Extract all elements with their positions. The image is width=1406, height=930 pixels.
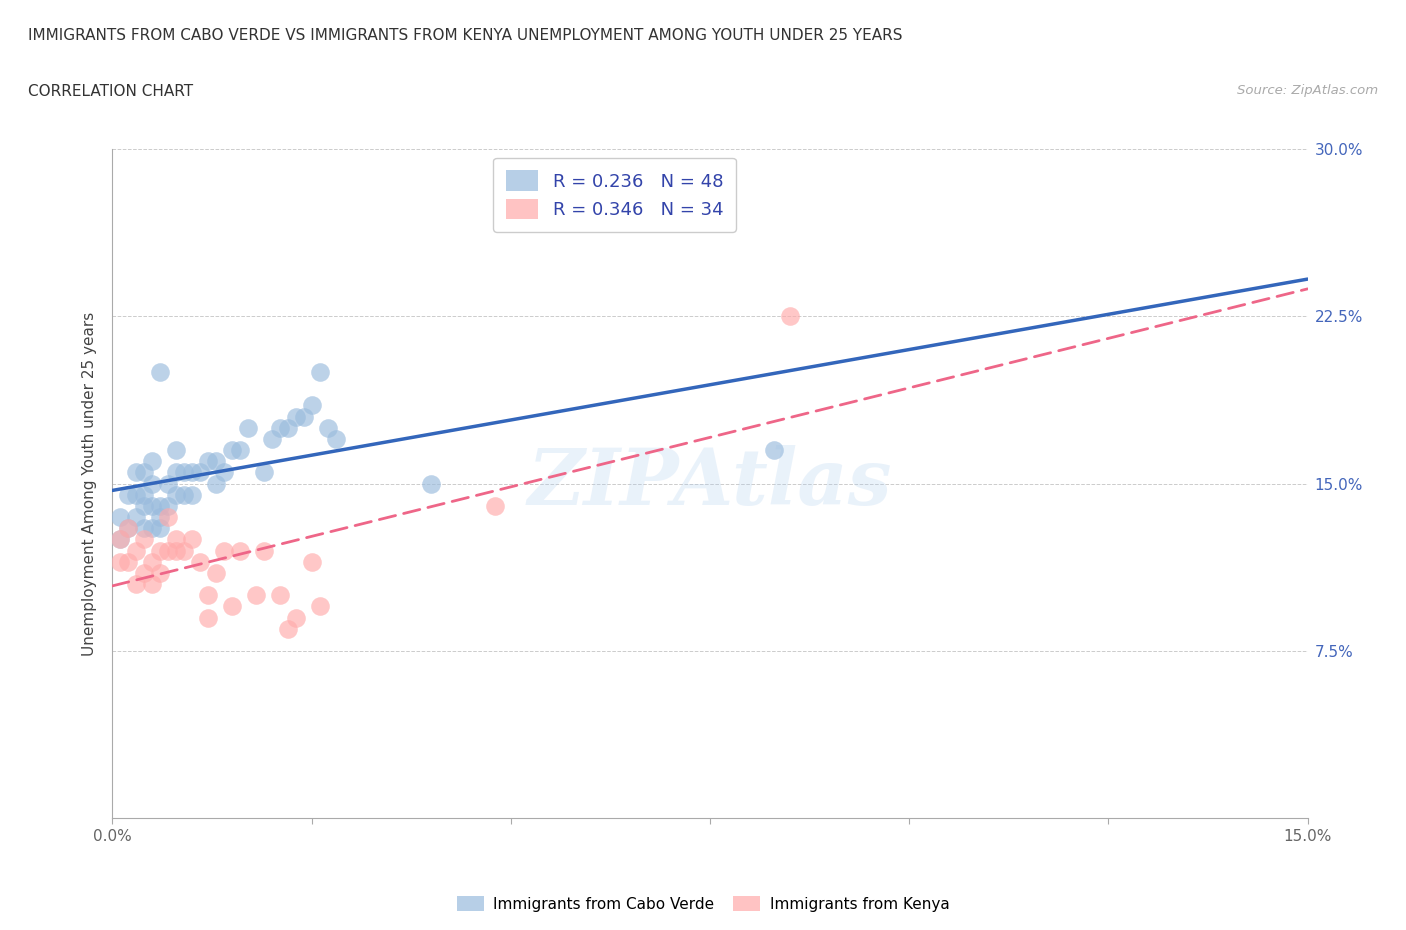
Point [134, 465, 156, 480]
Point [253, 543, 276, 558]
Text: CORRELATION CHART: CORRELATION CHART [28, 84, 193, 99]
Point [149, 510, 172, 525]
Point [157, 498, 180, 513]
Point [181, 532, 204, 547]
Point [269, 588, 291, 603]
Point [420, 476, 443, 491]
Point [141, 577, 163, 591]
Point [149, 365, 172, 379]
Point [157, 476, 180, 491]
Point [125, 487, 148, 502]
Point [125, 543, 148, 558]
Point [316, 420, 339, 435]
Point [165, 543, 187, 558]
Point [141, 454, 163, 469]
Point [149, 565, 172, 580]
Point [269, 420, 291, 435]
Point [197, 588, 219, 603]
Point [110, 510, 132, 525]
Point [181, 465, 204, 480]
Point [779, 309, 801, 324]
Point [762, 443, 785, 458]
Point [284, 409, 307, 424]
Point [229, 543, 252, 558]
Point [117, 554, 139, 569]
Point [125, 577, 148, 591]
Legend: Immigrants from Cabo Verde, Immigrants from Kenya: Immigrants from Cabo Verde, Immigrants f… [450, 889, 956, 918]
Point [125, 465, 148, 480]
Y-axis label: Unemployment Among Youth under 25 years: Unemployment Among Youth under 25 years [82, 312, 97, 656]
Point [197, 454, 219, 469]
Point [173, 465, 195, 480]
Point [221, 599, 243, 614]
Point [212, 543, 235, 558]
Point [301, 554, 323, 569]
Point [157, 543, 180, 558]
Point [212, 465, 235, 480]
Point [253, 465, 276, 480]
Point [134, 532, 156, 547]
Text: Source: ZipAtlas.com: Source: ZipAtlas.com [1237, 84, 1378, 97]
Point [110, 532, 132, 547]
Point [165, 443, 187, 458]
Point [173, 487, 195, 502]
Point [110, 532, 132, 547]
Point [134, 521, 156, 536]
Point [260, 432, 283, 446]
Point [301, 398, 323, 413]
Point [205, 565, 228, 580]
Point [173, 543, 195, 558]
Point [205, 454, 228, 469]
Point [165, 532, 187, 547]
Point [181, 487, 204, 502]
Point [188, 465, 211, 480]
Point [205, 476, 228, 491]
Point [117, 521, 139, 536]
Point [325, 432, 347, 446]
Point [484, 498, 506, 513]
Point [284, 610, 307, 625]
Point [134, 565, 156, 580]
Point [141, 554, 163, 569]
Point [141, 521, 163, 536]
Point [149, 521, 172, 536]
Text: ZIPAtlas: ZIPAtlas [527, 445, 893, 522]
Point [236, 420, 259, 435]
Point [125, 510, 148, 525]
Point [165, 487, 187, 502]
Point [277, 621, 299, 636]
Point [149, 543, 172, 558]
Point [110, 554, 132, 569]
Legend: R = 0.236   N = 48, R = 0.346   N = 34: R = 0.236 N = 48, R = 0.346 N = 34 [494, 158, 735, 232]
Point [165, 465, 187, 480]
Point [134, 498, 156, 513]
Point [308, 599, 330, 614]
Point [117, 487, 139, 502]
Point [117, 521, 139, 536]
Point [308, 365, 330, 379]
Point [197, 610, 219, 625]
Point [277, 420, 299, 435]
Point [134, 487, 156, 502]
Text: IMMIGRANTS FROM CABO VERDE VS IMMIGRANTS FROM KENYA UNEMPLOYMENT AMONG YOUTH UND: IMMIGRANTS FROM CABO VERDE VS IMMIGRANTS… [28, 28, 903, 43]
Point [229, 443, 252, 458]
Point [141, 498, 163, 513]
Point [292, 409, 315, 424]
Point [221, 443, 243, 458]
Point [157, 510, 180, 525]
Point [141, 476, 163, 491]
Point [149, 498, 172, 513]
Point [188, 554, 211, 569]
Point [245, 588, 267, 603]
